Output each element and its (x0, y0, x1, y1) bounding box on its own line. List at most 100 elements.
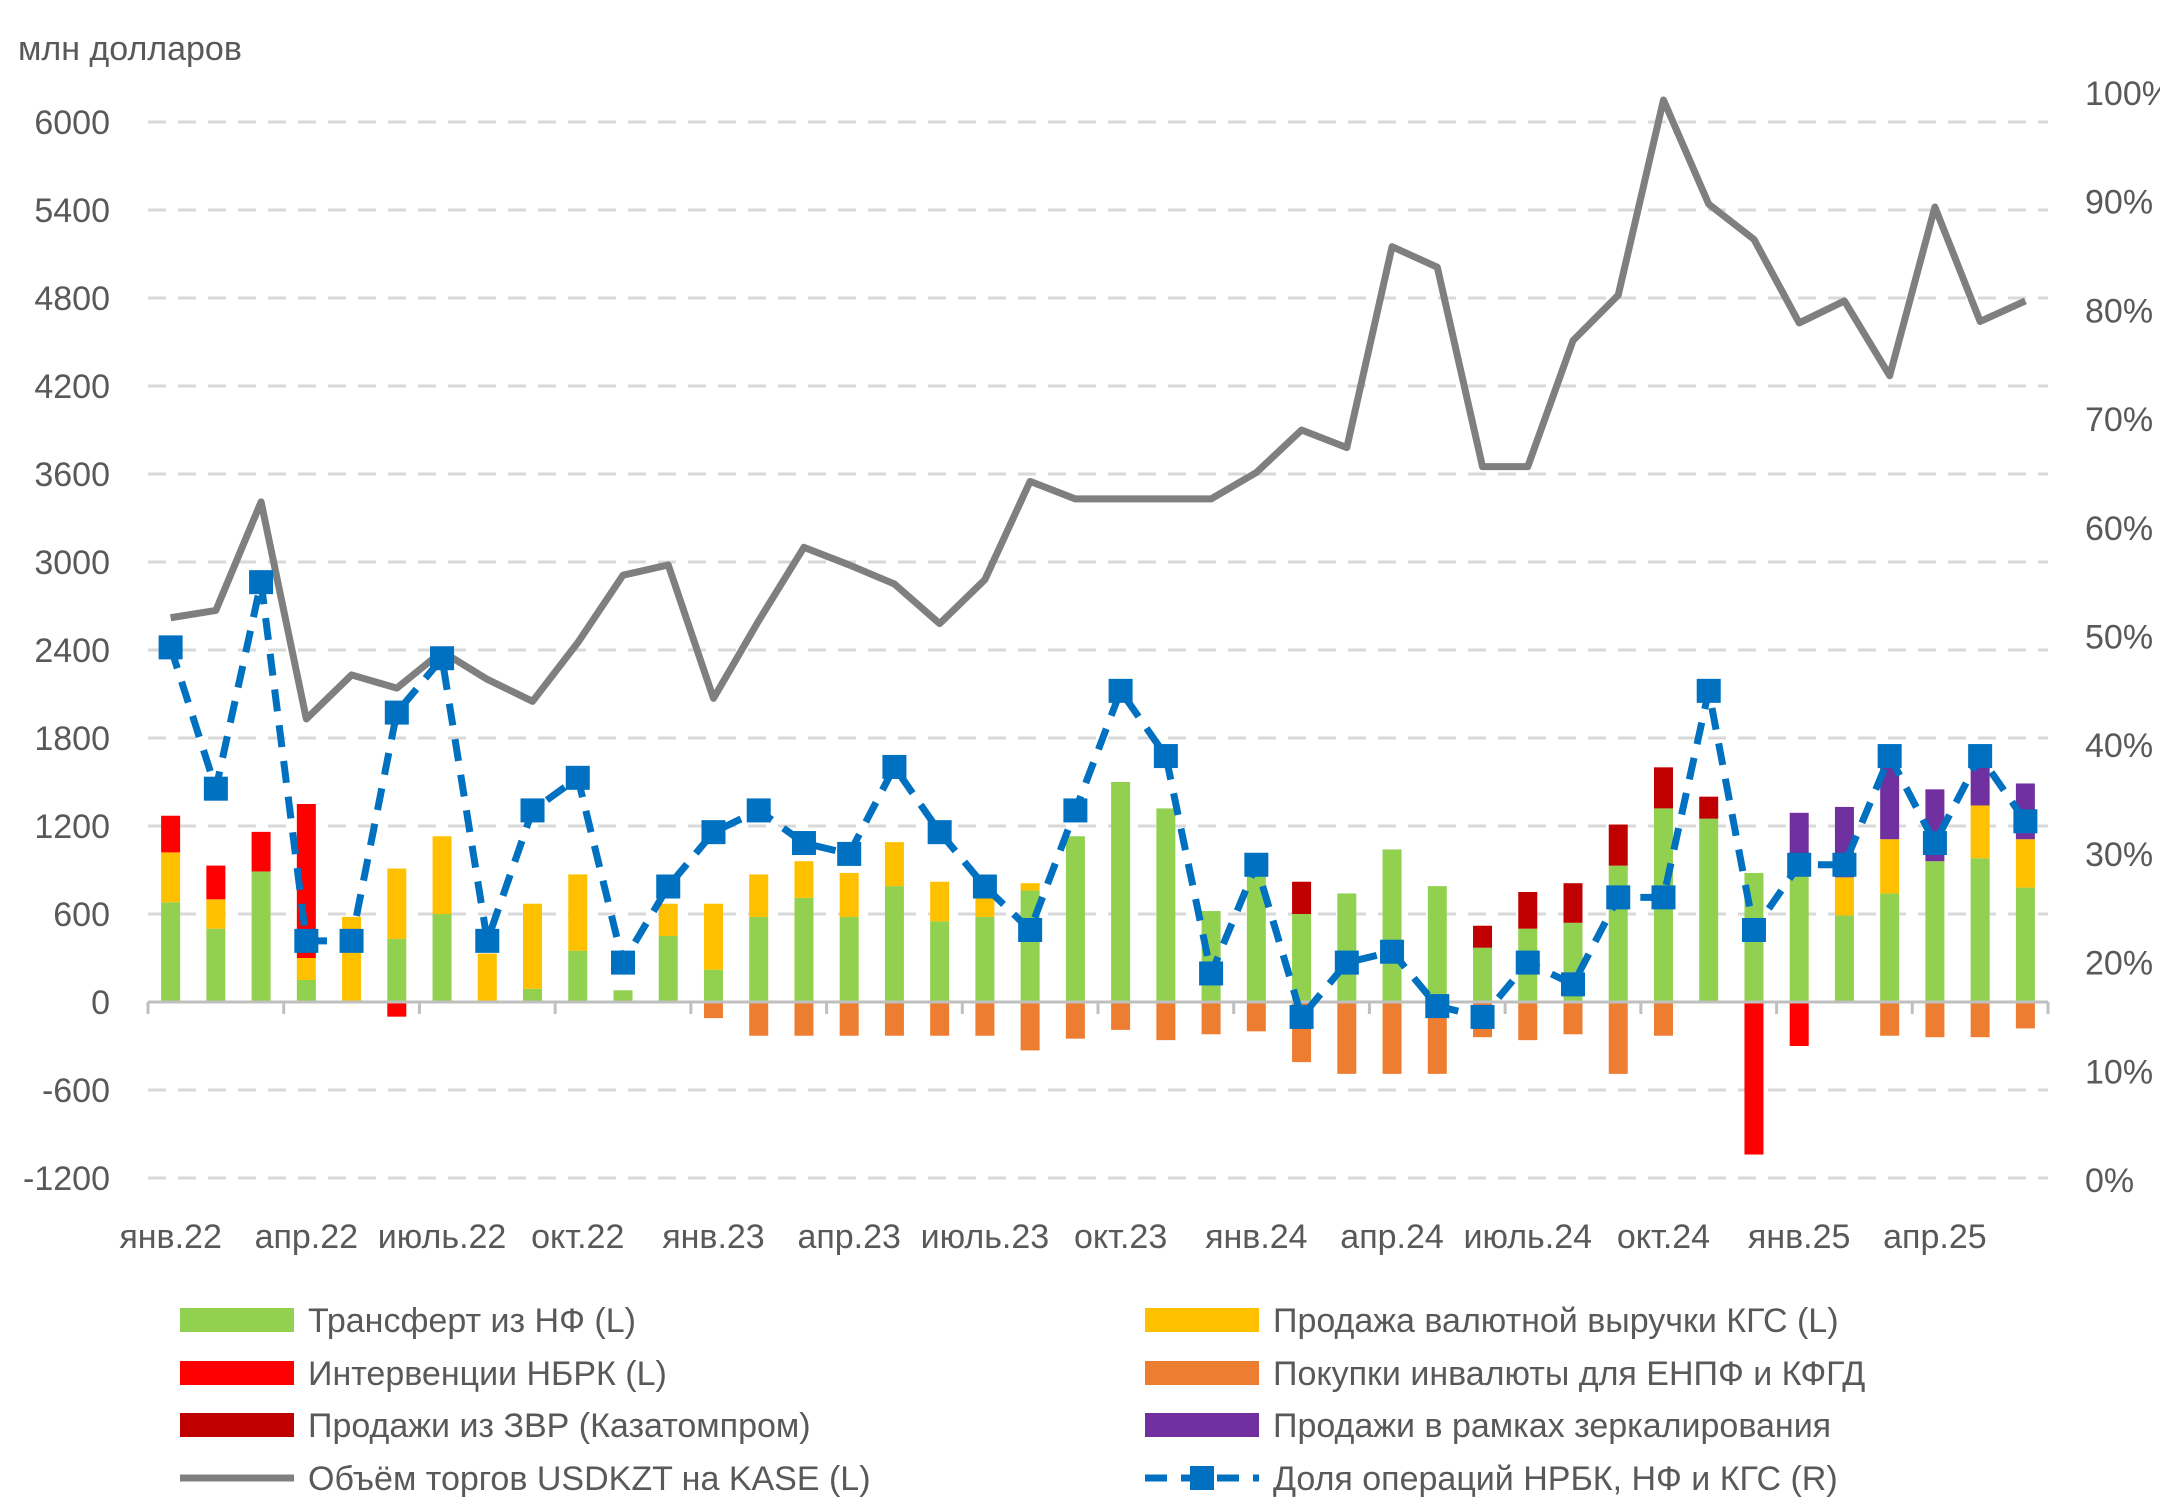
right-tick-label: 10% (2085, 1053, 2153, 1091)
share-marker (791, 831, 816, 856)
share-marker (1696, 678, 1721, 703)
bar-enpf (1111, 1002, 1131, 1030)
share-marker (701, 820, 726, 845)
share-line (167, 578, 2029, 1021)
bar-nbrk (387, 1002, 407, 1017)
bar-enpf (1563, 1002, 1583, 1035)
bar-kgs (161, 852, 181, 903)
x-tick-label: янв.24 (1205, 1218, 1308, 1256)
bar-enpf (2015, 1002, 2035, 1029)
bar-kgs (296, 958, 316, 980)
share-marker (972, 874, 997, 899)
bar-enpf (1382, 1002, 1402, 1074)
legend-label-kase: Объём торгов USDKZT на KASE (L) (308, 1460, 871, 1498)
bar-zvr (1563, 883, 1583, 923)
bar-enpf (1337, 1002, 1357, 1074)
x-tick-label: окт.22 (531, 1218, 624, 1256)
legend-label-zvr: Продажи из ЗВР (Казатомпром) (308, 1407, 811, 1445)
bar-enpf (1156, 1002, 1176, 1041)
bar-enpf (703, 1002, 723, 1019)
x-tick-label: окт.23 (1074, 1218, 1167, 1256)
bar-nf (1201, 911, 1221, 1002)
bar-kgs (703, 903, 723, 970)
share-marker (656, 874, 681, 899)
bar-nf (613, 990, 633, 1002)
bar-nf (523, 988, 543, 1002)
share-marker (430, 646, 455, 671)
legend-label-enpf: Покупки инвалюты для ЕНПФ и КФГД (1273, 1355, 1865, 1393)
left-tick-label: 4800 (34, 280, 110, 318)
share-marker (1651, 885, 1676, 910)
kase-volume-line (170, 96, 2027, 723)
legend-swatch-nbrk (180, 1361, 294, 1385)
share-marker (203, 776, 228, 801)
bar-nf (1427, 886, 1447, 1002)
share-marker (1380, 939, 1405, 964)
axis-layer: -1200 -600 0 600 1200 1800 2400 3000 3600 4200 480… (23, 75, 2160, 1256)
bar-enpf (1065, 1002, 1085, 1039)
share-marker (339, 928, 364, 953)
x-tick-label: июль.22 (378, 1218, 507, 1256)
share-marker (1515, 950, 1540, 975)
bar-enpf (884, 1002, 904, 1036)
bar-enpf (839, 1002, 859, 1036)
bar-kgs (839, 872, 859, 917)
share-marker (1787, 852, 1812, 877)
legend-label-share: Доля операций НРБК, НФ и КГС (R) (1273, 1460, 1838, 1498)
share-marker (1244, 852, 1269, 877)
right-tick-label: 90% (2085, 184, 2153, 222)
bar-nf (930, 921, 950, 1002)
bar-kgs (477, 953, 497, 1002)
right-tick-label: 30% (2085, 836, 2153, 874)
bar-nf (1246, 874, 1266, 1002)
bar-enpf (1020, 1002, 1040, 1051)
bar-kgs (2015, 839, 2035, 888)
left-tick-label: 5400 (34, 192, 110, 230)
bar-kgs (749, 874, 769, 917)
bar-kgs (794, 861, 814, 898)
bar-enpf (975, 1002, 995, 1036)
bar-enpf (1518, 1002, 1538, 1041)
legend-swatch-mirror (1145, 1413, 1259, 1437)
lines-layer (158, 96, 2038, 1029)
share-marker (475, 928, 500, 953)
bar-kgs (432, 836, 452, 914)
bar-nbrk (161, 815, 181, 853)
share-marker (746, 798, 771, 823)
bar-nf (658, 936, 678, 1002)
bar-enpf (1427, 1002, 1447, 1074)
bar-nf (1970, 858, 1990, 1002)
right-tick-label: 60% (2085, 510, 2153, 548)
legend-label-nbrk: Интервенции НБРК (L) (308, 1355, 667, 1393)
left-tick-label: 2400 (34, 632, 110, 670)
share-marker (1561, 972, 1585, 997)
bar-nf (206, 928, 226, 1002)
bar-nf (1834, 915, 1854, 1002)
bar-enpf (1880, 1002, 1900, 1036)
bar-nf (1111, 782, 1131, 1002)
share-marker (1289, 1004, 1314, 1029)
x-tick-label: янв.25 (1748, 1218, 1851, 1256)
bar-nf (1880, 893, 1900, 1002)
left-tick-label: -600 (42, 1072, 110, 1110)
share-marker (1153, 744, 1178, 769)
bar-nbrk (206, 865, 226, 900)
share-marker (384, 700, 409, 725)
legend-layer: Трансферт из НФ (L) Продажа валютной выру… (180, 1302, 1865, 1498)
bar-kgs (884, 842, 904, 887)
legend-label-nf: Трансферт из НФ (L) (308, 1302, 636, 1340)
bar-zvr (1292, 881, 1312, 914)
share-marker (1832, 852, 1857, 877)
legend-label-mirror: Продажи в рамках зеркалирования (1273, 1407, 1831, 1445)
share-marker (1922, 831, 1947, 856)
left-tick-label: 600 (53, 896, 110, 934)
bar-kgs (1880, 839, 1900, 894)
bar-nbrk (251, 831, 271, 872)
legend-marker-share (1190, 1466, 1214, 1490)
bar-nf (296, 980, 316, 1002)
left-tick-label: 3000 (34, 544, 110, 582)
x-tick-label: янв.22 (119, 1218, 222, 1256)
share-marker (1334, 950, 1359, 975)
